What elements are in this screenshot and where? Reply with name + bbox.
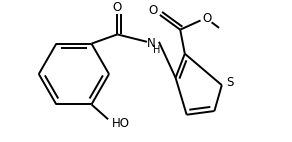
Text: H: H [153, 45, 161, 55]
Text: O: O [202, 12, 212, 25]
Text: N: N [147, 37, 156, 50]
Text: S: S [226, 76, 234, 89]
Text: O: O [113, 1, 122, 14]
Text: HO: HO [112, 117, 130, 130]
Text: O: O [149, 4, 158, 17]
